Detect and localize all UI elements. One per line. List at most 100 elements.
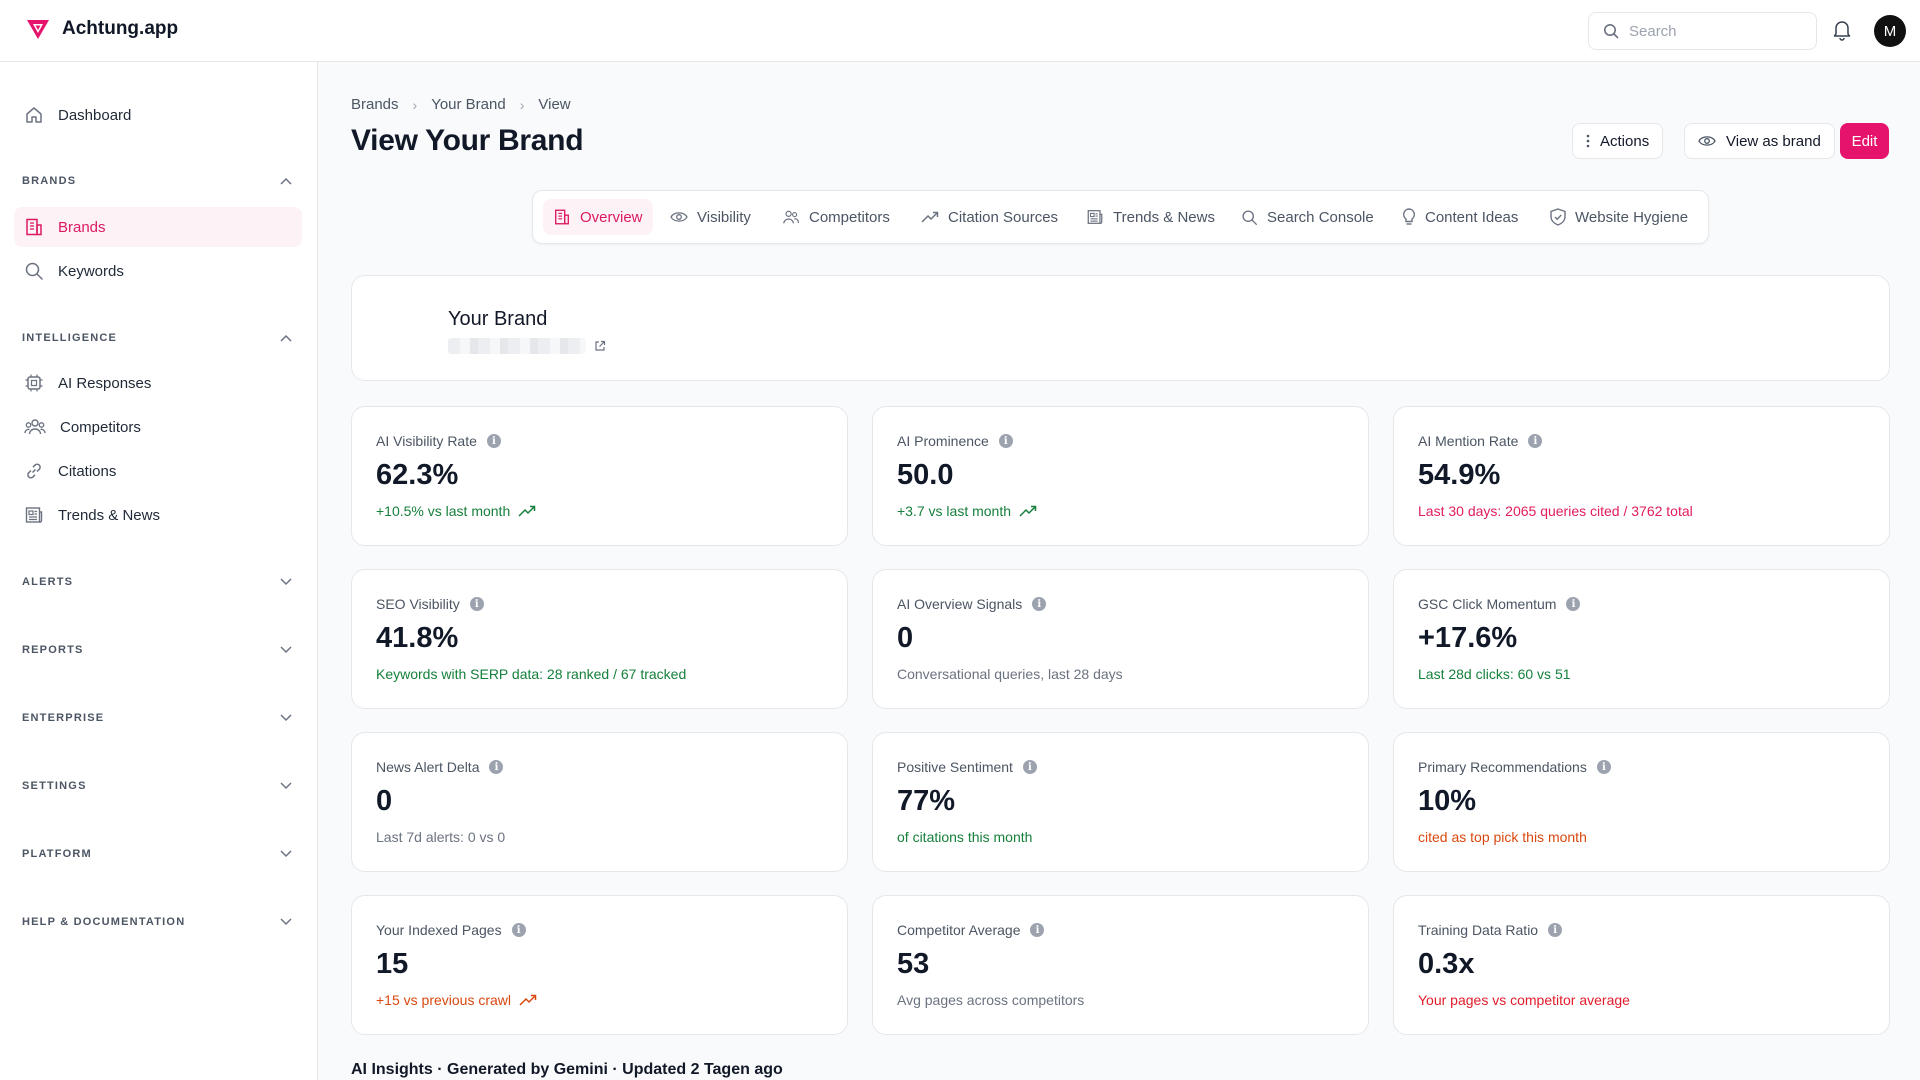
tab-label: Trends & News (1113, 208, 1215, 226)
newspaper-icon (25, 507, 43, 523)
section-label: REPORTS (22, 644, 84, 656)
info-icon[interactable]: i (486, 434, 501, 448)
info-icon[interactable]: i (998, 434, 1013, 448)
info-icon[interactable]: i (489, 760, 504, 774)
metric-label-row: News Alert Delta i (376, 759, 504, 775)
trending-up-icon (519, 994, 537, 1006)
section-platform[interactable]: PLATFORM (22, 848, 292, 860)
metric-card: News Alert Delta i 0 Last 7d alerts: 0 vs 0 (351, 732, 848, 872)
search-box[interactable] (1588, 12, 1817, 50)
brand-header-card: Your Brand (351, 275, 1890, 381)
section-label: BRANDS (22, 175, 77, 187)
tab-competitors[interactable]: Competitors (772, 199, 900, 235)
sidebar-item-citations[interactable]: Citations (14, 451, 302, 491)
metric-card: SEO Visibility i 41.8% Keywords with SERP d… (351, 569, 848, 709)
sidebar-item-ai-responses[interactable]: AI Responses (14, 363, 302, 403)
tab-content-ideas[interactable]: Content Ideas (1392, 199, 1528, 235)
metric-value: 53 (897, 948, 930, 980)
metric-label-row: GSC Click Momentum i (1418, 596, 1581, 612)
metric-label: Positive Sentiment (897, 759, 1013, 775)
section-reports[interactable]: REPORTS (22, 644, 292, 656)
metric-subtext-row: +10.5% vs last month (376, 503, 536, 519)
sidebar-item-label: Competitors (60, 418, 141, 436)
edit-button[interactable]: Edit (1840, 123, 1889, 159)
metric-value: 54.9% (1418, 459, 1501, 491)
metric-value: 0 (376, 785, 393, 817)
chevron-down-icon (280, 850, 292, 858)
tab-website-hygiene[interactable]: Website Hygiene (1540, 199, 1698, 235)
search-icon (1242, 209, 1257, 225)
cpu-chip-icon (25, 374, 43, 392)
section-settings[interactable]: SETTINGS (22, 780, 292, 792)
breadcrumb-your-brand[interactable]: Your Brand (431, 96, 506, 113)
actions-button[interactable]: Actions (1572, 123, 1664, 159)
tab-label: Website Hygiene (1575, 208, 1689, 226)
tab-citation-sources[interactable]: Citation Sources (911, 199, 1068, 235)
metric-value: +17.6% (1418, 622, 1518, 654)
metric-card: Positive Sentiment i 77% of citations this … (872, 732, 1369, 872)
section-brands[interactable]: BRANDS (22, 175, 292, 187)
info-icon[interactable]: i (1022, 760, 1037, 774)
sidebar-item-dashboard[interactable]: Dashboard (14, 95, 302, 135)
page-title: View Your Brand (351, 124, 584, 157)
metric-label-row: AI Prominence i (897, 433, 1013, 449)
metric-card: Training Data Ratio i 0.3x Your pages vs co… (1393, 895, 1890, 1035)
metric-label-row: AI Visibility Rate i (376, 433, 501, 449)
metric-label: GSC Click Momentum (1418, 596, 1557, 612)
section-intelligence[interactable]: INTELLIGENCE (22, 332, 292, 344)
tab-label: Competitors (809, 208, 890, 226)
metric-label: News Alert Delta (376, 759, 480, 775)
brand-name: Your Brand (448, 308, 548, 330)
metric-card: Competitor Average i 53 Avg pages across co… (872, 895, 1369, 1035)
metric-label-row: AI Mention Rate i (1418, 433, 1543, 449)
metric-label-row: Primary Recommendations i (1418, 759, 1611, 775)
sidebar-item-label: Brands (58, 218, 106, 236)
section-label: ALERTS (22, 576, 74, 588)
users-icon (783, 210, 799, 224)
chevron-down-icon (280, 714, 292, 722)
info-icon[interactable]: i (469, 597, 484, 611)
chevron-down-icon (280, 918, 292, 926)
sidebar-item-competitors[interactable]: Competitors (14, 407, 302, 447)
search-input[interactable] (1629, 22, 1799, 40)
top-bar: Achtung.app M (0, 0, 1920, 62)
section-enterprise[interactable]: ENTERPRISE (22, 712, 292, 724)
metric-subtext: Keywords with SERP data: 28 ranked / 67 … (376, 666, 687, 682)
info-icon[interactable]: i (1596, 760, 1611, 774)
metric-subtext-row: Avg pages across competitors (897, 992, 1084, 1008)
tab-overview[interactable]: Overview (543, 199, 653, 235)
info-icon[interactable]: i (1528, 434, 1543, 448)
info-icon[interactable]: i (1548, 923, 1563, 937)
metric-label: AI Mention Rate (1418, 433, 1519, 449)
info-icon[interactable]: i (1032, 597, 1047, 611)
tab-trends-news[interactable]: Trends & News (1076, 199, 1225, 235)
notifications-bell-icon[interactable] (1832, 19, 1852, 46)
breadcrumb-brands[interactable]: Brands (351, 96, 399, 113)
lightbulb-icon (1402, 208, 1416, 225)
metric-subtext: Avg pages across competitors (897, 992, 1085, 1008)
app-name: Achtung.app (62, 18, 179, 39)
tab-label: Citation Sources (948, 208, 1059, 226)
metric-value: 77% (897, 785, 956, 817)
metric-subtext: Your pages vs competitor average (1418, 992, 1630, 1008)
shield-check-icon (1550, 208, 1566, 226)
app-logo[interactable]: Achtung.app (26, 18, 178, 40)
info-icon[interactable]: i (1030, 923, 1045, 937)
tab-search-console[interactable]: Search Console (1231, 199, 1384, 235)
info-icon[interactable]: i (511, 923, 526, 937)
search-icon (25, 262, 43, 280)
info-icon[interactable]: i (1566, 597, 1581, 611)
section-help-documentation[interactable]: HELP & DOCUMENTATION (22, 916, 292, 928)
user-avatar[interactable]: M (1874, 15, 1906, 47)
metric-card: AI Overview Signals i 0 Conversational quer… (872, 569, 1369, 709)
sidebar-item-trends-news[interactable]: Trends & News (14, 495, 302, 535)
tab-visibility[interactable]: Visibility (660, 199, 761, 235)
brand-website-link[interactable] (448, 338, 606, 354)
more-vertical-icon (1586, 134, 1590, 148)
metric-subtext: +15 vs previous crawl (376, 992, 512, 1008)
section-label: SETTINGS (22, 780, 87, 792)
sidebar-item-brands[interactable]: Brands (14, 207, 302, 247)
section-alerts[interactable]: ALERTS (22, 576, 292, 588)
sidebar-item-keywords[interactable]: Keywords (14, 251, 302, 291)
view-as-brand-button[interactable]: View as brand (1684, 123, 1835, 159)
